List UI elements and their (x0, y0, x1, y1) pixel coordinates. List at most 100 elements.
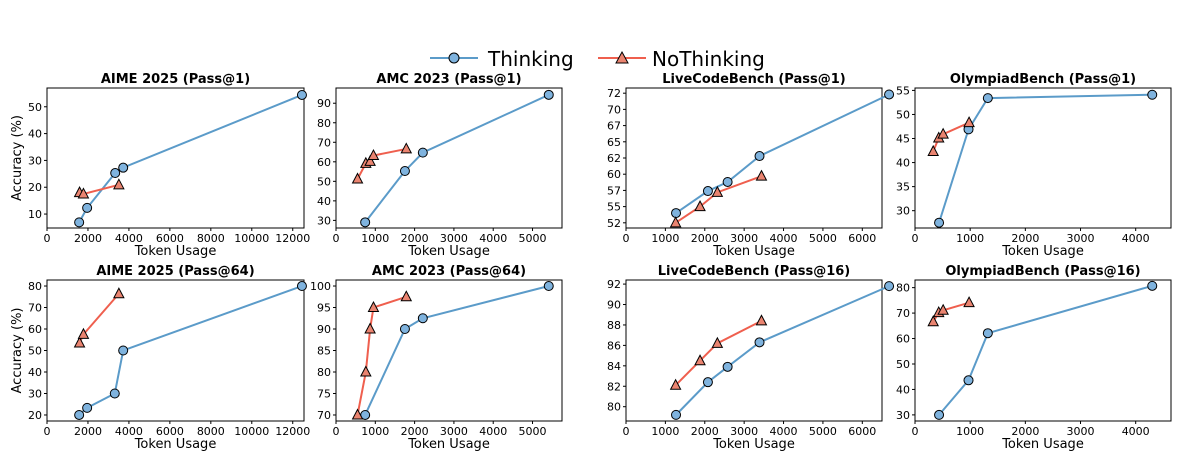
subplot-title: OlympiadBench (Pass@16) (945, 264, 1140, 279)
x-axis-label: Token Usage (712, 244, 795, 259)
y-tick-label: 80 (317, 366, 331, 379)
x-axis-label: Token Usage (134, 244, 217, 259)
nothinking-point (927, 144, 940, 157)
x-tick-label: 1000 (651, 425, 679, 438)
thinking-point (109, 388, 120, 399)
thinking-point (934, 409, 945, 420)
subplot-0: AIME 2025 (Pass@1) Token Usage Accuracy (%… (10, 72, 310, 259)
x-tick-label: 8000 (197, 232, 225, 245)
y-tick-label: 50 (317, 175, 331, 188)
y-tick-label: 70 (28, 302, 42, 315)
y-tick-label: 57 (607, 184, 621, 197)
y-tick-label: 70 (317, 136, 331, 149)
y-tick-label: 70 (607, 103, 621, 116)
plot-frame (914, 279, 1172, 422)
nothinking-point (694, 200, 706, 212)
x-tick-label: 12000 (275, 425, 310, 438)
thinking-point (74, 409, 85, 420)
legend-thinking-label: Thinking (487, 47, 574, 71)
nothinking-series-line (356, 295, 407, 416)
thinking-point (296, 89, 307, 100)
nothinking-point (755, 314, 768, 326)
x-tick-label: 2000 (691, 425, 719, 438)
y-tick-label: 52 (607, 217, 621, 230)
y-tick-label: 60 (28, 323, 42, 336)
nothinking-point (669, 216, 682, 228)
thinking-point (118, 345, 129, 356)
nothinking-point (77, 327, 90, 339)
thinking-series-line (364, 285, 550, 416)
y-tick-label: 62 (607, 152, 621, 165)
thinking-point (702, 186, 713, 197)
legend: Thinking NoThinking (430, 47, 765, 71)
x-tick-label: 6000 (156, 232, 184, 245)
y-tick-label: 70 (317, 409, 331, 422)
subplot-title: LiveCodeBench (Pass@16) (658, 264, 851, 279)
x-tick-label: 3000 (1067, 425, 1095, 438)
nothinking-point (77, 187, 90, 199)
plot-frame (914, 87, 1172, 229)
x-tick-label: 5000 (519, 425, 547, 438)
x-tick-label: 4000 (479, 232, 507, 245)
thinking-point (884, 281, 895, 292)
x-tick-label: 3000 (1067, 232, 1095, 245)
x-tick-label: 2000 (74, 232, 102, 245)
y-axis-label: Accuracy (%) (10, 115, 25, 201)
legend-nothinking-marker (615, 50, 629, 64)
nothinking-point (113, 287, 125, 299)
x-tick-label: 0 (333, 232, 340, 245)
nothinking-point (364, 154, 376, 166)
x-tick-label: 2000 (1011, 232, 1039, 245)
y-tick-label: 40 (896, 383, 910, 396)
y-tick-label: 72 (607, 87, 621, 100)
x-axis-label: Token Usage (712, 437, 795, 452)
y-tick-label: 50 (896, 358, 910, 371)
nothinking-point (963, 116, 975, 128)
x-tick-label: 6000 (848, 425, 876, 438)
x-tick-label: 2000 (74, 425, 102, 438)
x-tick-label: 8000 (197, 425, 225, 438)
nothinking-point (937, 303, 949, 315)
nothinking-point (400, 142, 413, 154)
x-tick-label: 0 (44, 425, 51, 438)
thinking-point (543, 89, 554, 100)
thinking-point (982, 328, 993, 339)
subplot-7: OlympiadBench (Pass@16) Token Usage 0 1000 2… (896, 264, 1172, 452)
nothinking-point (711, 336, 724, 348)
nothinking-point (351, 408, 364, 420)
thinking-point (934, 217, 945, 228)
x-axis-label: Token Usage (407, 437, 490, 452)
y-tick-label: 55 (896, 84, 910, 97)
nothinking-point (351, 172, 364, 184)
thinking-point (417, 313, 428, 324)
x-tick-label: 12000 (275, 232, 310, 245)
y-tick-label: 40 (317, 195, 331, 208)
x-tick-label: 0 (623, 425, 630, 438)
y-tick-label: 60 (607, 168, 621, 181)
x-tick-label: 5000 (519, 232, 547, 245)
y-tick-label: 75 (317, 387, 331, 400)
y-tick-label: 90 (607, 299, 621, 312)
thinking-series-line (78, 94, 303, 223)
subplot-title: OlympiadBench (Pass@1) (950, 72, 1136, 87)
x-tick-label: 1000 (361, 425, 389, 438)
y-tick-label: 30 (317, 214, 331, 227)
thinking-point (1147, 89, 1158, 100)
thinking-point (543, 281, 554, 292)
y-tick-label: 45 (896, 133, 910, 146)
thinking-point (671, 208, 682, 219)
x-tick-label: 2000 (691, 232, 719, 245)
x-tick-label: 0 (44, 232, 51, 245)
thinking-point (722, 176, 733, 187)
thinking-point (963, 375, 974, 386)
x-tick-label: 0 (623, 232, 630, 245)
thinking-series-line (938, 93, 1153, 224)
x-tick-label: 4000 (1122, 232, 1150, 245)
subplot-title: AIME 2025 (Pass@1) (101, 72, 250, 87)
y-tick-label: 80 (28, 280, 42, 293)
y-tick-label: 40 (896, 157, 910, 170)
y-tick-label: 92 (607, 278, 621, 291)
x-tick-label: 3000 (440, 425, 468, 438)
y-axis-label: Accuracy (%) (10, 308, 25, 394)
y-tick-label: 67 (607, 120, 621, 133)
